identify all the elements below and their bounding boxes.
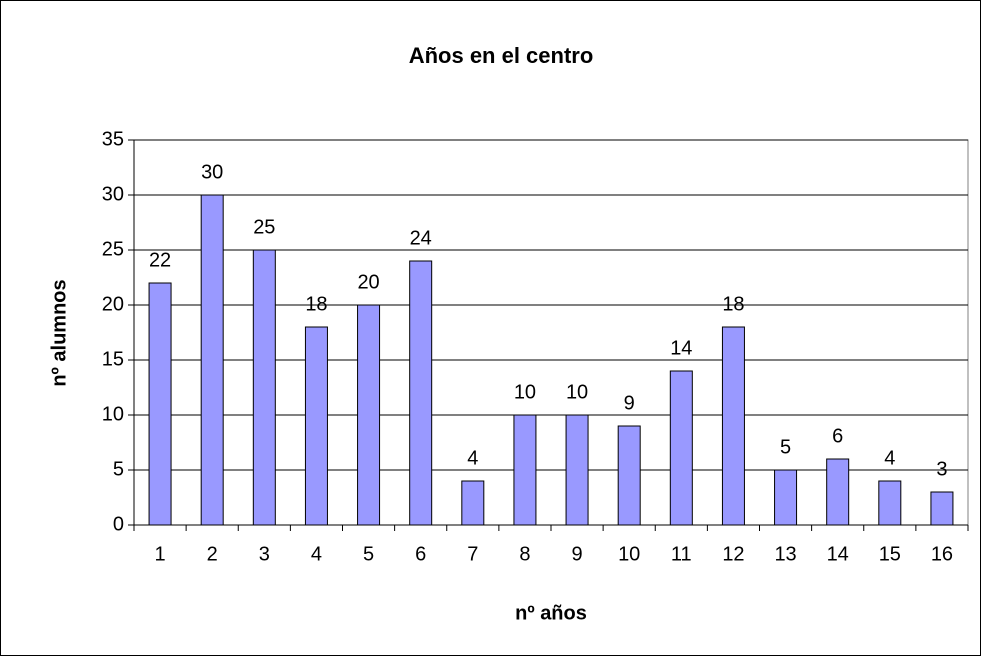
bar <box>669 370 693 526</box>
data-label: 22 <box>149 249 171 271</box>
data-label: 6 <box>832 425 843 447</box>
bar <box>409 260 433 526</box>
data-label: 10 <box>566 381 588 403</box>
x-tick-label: 2 <box>207 543 218 565</box>
bar <box>774 469 798 526</box>
bar <box>878 480 902 526</box>
y-tick-label: 20 <box>102 293 124 315</box>
x-tick-label: 11 <box>671 543 692 565</box>
y-tick-label: 35 <box>102 128 124 150</box>
bar <box>200 194 224 526</box>
x-tick-label: 6 <box>415 543 426 565</box>
x-tick-label: 5 <box>363 543 374 565</box>
x-tick-label: 13 <box>774 543 796 565</box>
data-label: 18 <box>722 293 744 315</box>
x-axis-label: nº años <box>515 602 587 624</box>
bar <box>357 304 381 526</box>
bar <box>826 458 850 526</box>
chart-title: Años en el centro <box>409 43 594 68</box>
x-tick-label: 14 <box>827 543 849 565</box>
data-label: 18 <box>305 293 327 315</box>
bar <box>930 491 954 526</box>
y-tick-label: 5 <box>113 458 124 480</box>
x-tick-label: 16 <box>931 543 953 565</box>
y-tick-label: 15 <box>102 348 124 370</box>
data-label: 14 <box>670 337 692 359</box>
x-tick-label: 9 <box>572 543 583 565</box>
x-tick-label: 7 <box>467 543 478 565</box>
bar <box>565 414 589 526</box>
bar <box>721 326 745 526</box>
data-label: 3 <box>936 458 947 480</box>
y-tick-label: 25 <box>102 238 124 260</box>
y-tick-label: 30 <box>102 183 124 205</box>
data-label: 9 <box>624 392 635 414</box>
bar <box>304 326 328 526</box>
bar <box>513 414 537 526</box>
data-label: 30 <box>201 161 223 183</box>
bar <box>461 480 485 526</box>
data-label: 5 <box>780 436 791 458</box>
data-label: 10 <box>514 381 536 403</box>
data-label: 4 <box>884 447 895 469</box>
x-tick-label: 4 <box>311 543 322 565</box>
bar <box>252 249 276 526</box>
x-tick-label: 10 <box>618 543 640 565</box>
data-label: 4 <box>467 447 478 469</box>
x-tick-label: 12 <box>722 543 744 565</box>
data-label: 20 <box>357 271 379 293</box>
x-tick-label: 1 <box>155 543 166 565</box>
x-tick-label: 8 <box>519 543 530 565</box>
y-tick-label: 10 <box>102 403 124 425</box>
x-tick-label: 15 <box>879 543 901 565</box>
bar <box>617 425 641 526</box>
data-label: 25 <box>253 216 275 238</box>
bar <box>148 282 172 526</box>
y-tick-label: 0 <box>113 513 124 535</box>
y-axis-label: nº alumnos <box>48 279 70 386</box>
data-label: 24 <box>410 227 432 249</box>
x-tick-label: 3 <box>259 543 270 565</box>
